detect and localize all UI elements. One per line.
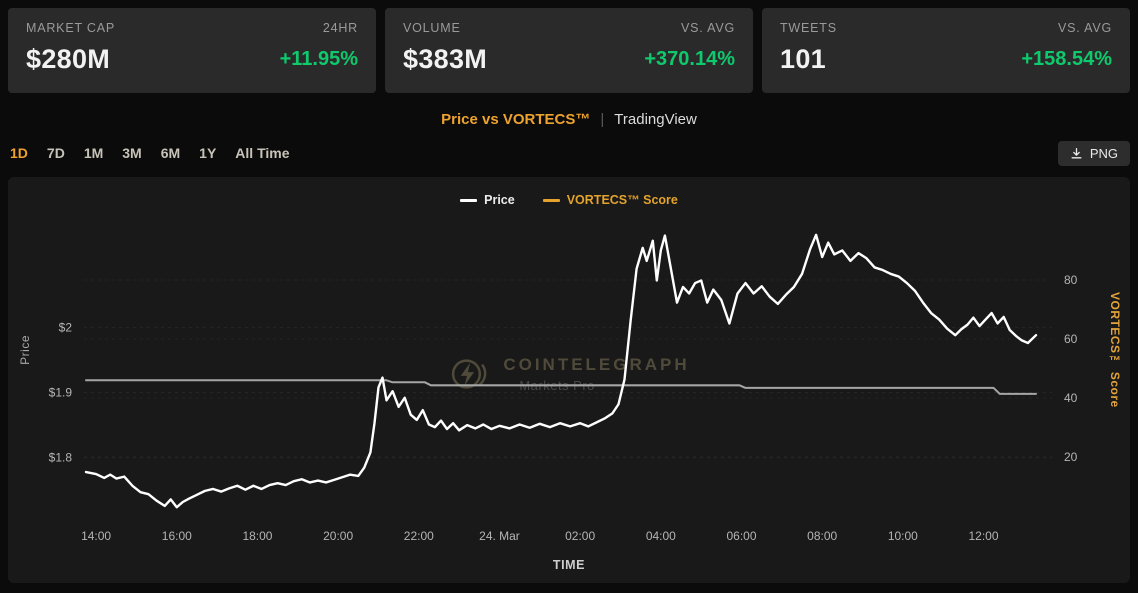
- legend-item-price[interactable]: Price: [460, 193, 515, 207]
- market-cap-value: $280M: [26, 44, 111, 74]
- cointelegraph-logo-icon: [451, 359, 487, 389]
- stat-sublabel-24hr: 24HR: [322, 21, 358, 35]
- stat-card-values: $280M +11.95%: [26, 44, 358, 75]
- stat-card-tweets: TWEETS VS. AVG 101 +158.54%: [762, 8, 1130, 93]
- title-divider: |: [600, 110, 605, 128]
- chart-title: Price vs VORTECS™: [441, 110, 591, 128]
- tweets-change: +158.54%: [1021, 48, 1112, 70]
- stat-card-header: TWEETS VS. AVG: [780, 21, 1112, 35]
- range-row: 1D 7D 1M 3M 6M 1Y All Time PNG: [0, 139, 1138, 167]
- svg-text:12:00: 12:00: [969, 529, 999, 543]
- range-tab-1m[interactable]: 1M: [83, 145, 104, 161]
- price-vortecs-chart[interactable]: $1.8 $1.9 $2 20 40 60 80 14:00 16:00 18:00 20:00 22…: [8, 177, 1130, 583]
- svg-text:14:00: 14:00: [81, 529, 111, 543]
- vortecs-line-swatch: [542, 198, 560, 202]
- stat-label-tweets: TWEETS: [780, 21, 837, 35]
- svg-text:$1.9: $1.9: [49, 386, 73, 400]
- range-tab-1d[interactable]: 1D: [10, 145, 28, 161]
- chart-subtitle-tradingview: TradingView: [614, 110, 697, 128]
- chart-legend: Price VORTECS™ Score: [8, 193, 1130, 207]
- range-tab-all-time[interactable]: All Time: [235, 145, 290, 161]
- svg-text:06:00: 06:00: [727, 529, 757, 543]
- tweets-value: 101: [780, 44, 826, 74]
- svg-text:60: 60: [1064, 332, 1078, 346]
- price-line-swatch: [460, 198, 478, 202]
- right-axis-title-wrap: VORTECS™ Score: [1108, 177, 1122, 523]
- stat-label-market-cap: MARKET CAP: [26, 21, 116, 35]
- svg-text:40: 40: [1064, 391, 1078, 405]
- stats-row: MARKET CAP 24HR $280M +11.95% VOLUME VS.…: [0, 0, 1138, 93]
- watermark-title: COINTELEGRAPH: [503, 355, 690, 374]
- stat-card-header: VOLUME VS. AVG: [403, 21, 735, 35]
- range-tab-6m[interactable]: 6M: [160, 145, 181, 161]
- svg-text:02:00: 02:00: [565, 529, 595, 543]
- chart-panel: COINTELEGRAPH Markets Pro $1.8 $1.9 $2 20 40…: [8, 177, 1130, 583]
- svg-text:$2: $2: [59, 320, 73, 334]
- volume-value: $383M: [403, 44, 488, 74]
- range-tab-7d[interactable]: 7D: [46, 145, 65, 161]
- market-cap-change: +11.95%: [279, 48, 358, 70]
- volume-change: +370.14%: [644, 48, 735, 70]
- svg-text:10:00: 10:00: [888, 529, 918, 543]
- legend-item-vortecs-score[interactable]: VORTECS™ Score: [542, 193, 678, 207]
- svg-text:20: 20: [1064, 450, 1078, 464]
- legend-label-price: Price: [484, 193, 515, 207]
- svg-text:18:00: 18:00: [242, 529, 272, 543]
- svg-text:$1.8: $1.8: [49, 451, 73, 465]
- legend-label-vortecs: VORTECS™ Score: [566, 193, 678, 207]
- png-button-label: PNG: [1089, 145, 1118, 161]
- range-tab-3m[interactable]: 3M: [122, 145, 142, 161]
- stat-sublabel-vs-avg: VS. AVG: [680, 21, 735, 35]
- svg-text:08:00: 08:00: [807, 529, 837, 543]
- download-icon: [1071, 147, 1082, 158]
- download-png-button[interactable]: PNG: [1057, 140, 1130, 166]
- price-axis-title: Price: [18, 335, 32, 365]
- time-range-selector: 1D 7D 1M 3M 6M 1Y All Time: [10, 145, 290, 161]
- svg-text:04:00: 04:00: [646, 529, 676, 543]
- stat-card-values: $383M +370.14%: [403, 44, 735, 75]
- stat-card-header: MARKET CAP 24HR: [26, 21, 358, 35]
- svg-text:22:00: 22:00: [404, 529, 434, 543]
- svg-text:24. Mar: 24. Mar: [479, 529, 520, 543]
- svg-text:20:00: 20:00: [323, 529, 353, 543]
- left-axis-title-wrap: Price: [18, 177, 32, 523]
- range-tab-1y[interactable]: 1Y: [199, 145, 217, 161]
- svg-text:16:00: 16:00: [162, 529, 192, 543]
- stat-card-volume: VOLUME VS. AVG $383M +370.14%: [385, 8, 753, 93]
- svg-text:80: 80: [1064, 273, 1078, 287]
- stat-card-market-cap: MARKET CAP 24HR $280M +11.95%: [8, 8, 376, 93]
- chart-title-bar: Price vs VORTECS™ | TradingView: [0, 108, 1138, 130]
- stat-sublabel-vs-avg: VS. AVG: [1057, 21, 1112, 35]
- time-axis-title: TIME: [552, 558, 586, 572]
- stat-card-values: 101 +158.54%: [780, 44, 1112, 75]
- stat-label-volume: VOLUME: [403, 21, 461, 35]
- vortecs-axis-title: VORTECS™ Score: [1108, 292, 1122, 408]
